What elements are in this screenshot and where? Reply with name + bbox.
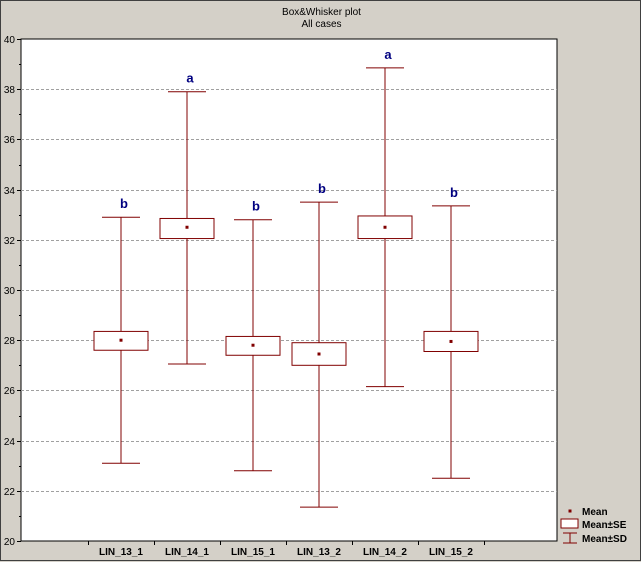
x-tick-label: LIN_15_2: [429, 547, 473, 558]
y-tick-label: 38: [4, 85, 16, 96]
legend: Mean Mean±SE Mean±SD: [560, 507, 627, 545]
y-tick-label: 24: [4, 437, 16, 448]
y-tick-label: 40: [4, 35, 16, 46]
x-axis: LIN_13_1 LIN_14_1 LIN_15_1 LIN_13_2 LIN_14_2…: [88, 541, 485, 558]
mean-point: [449, 339, 453, 343]
x-tick-label: LIN_14_2: [363, 547, 407, 558]
group-label: b: [450, 185, 458, 200]
mean-point: [119, 338, 123, 342]
legend-sd-label: Mean±SD: [582, 534, 627, 545]
chart-subtitle: All cases: [301, 19, 342, 30]
x-tick-label: LIN_14_1: [165, 547, 209, 558]
grid-lines: [21, 89, 557, 492]
mean-point: [185, 225, 189, 229]
mean-point: [383, 225, 387, 229]
box-series: b a b b a b: [93, 47, 479, 508]
y-tick-label: 30: [4, 286, 16, 297]
box-lin-13-1: b: [93, 196, 149, 464]
legend-se-label: Mean±SE: [582, 520, 627, 531]
y-tick-label: 36: [4, 135, 16, 146]
legend-mean-label: Mean: [582, 507, 608, 518]
group-label: b: [318, 181, 326, 196]
box-lin-15-2: b: [423, 185, 479, 479]
group-label: b: [120, 196, 128, 211]
y-tick-label: 20: [4, 537, 16, 548]
mean-point: [317, 352, 321, 356]
group-label: b: [252, 199, 260, 214]
y-tick-label: 32: [4, 236, 16, 247]
box-lin-14-2: a: [357, 47, 413, 388]
y-tick-label: 28: [4, 336, 16, 347]
y-tick-label: 26: [4, 386, 16, 397]
y-axis: 20 22 24 26 28 30 32 34 36 38 40: [4, 35, 21, 548]
group-label: a: [384, 47, 392, 62]
y-tick-label: 34: [4, 186, 16, 197]
legend-mean-marker: [568, 509, 572, 513]
box-lin-14-1: a: [159, 71, 215, 365]
group-label: a: [186, 71, 194, 86]
box-lin-13-2: b: [291, 181, 347, 508]
chart-title-block: Box&Whisker plot All cases: [1, 7, 641, 31]
mean-point: [251, 343, 255, 347]
box-lin-15-1: b: [225, 199, 281, 472]
x-tick-label: LIN_15_1: [231, 547, 275, 558]
legend-se-marker: [560, 518, 579, 529]
y-tick-label: 22: [4, 487, 16, 498]
x-tick-label: LIN_13_1: [99, 547, 143, 558]
chart-title: Box&Whisker plot: [282, 7, 361, 18]
x-tick-label: LIN_13_2: [297, 547, 341, 558]
